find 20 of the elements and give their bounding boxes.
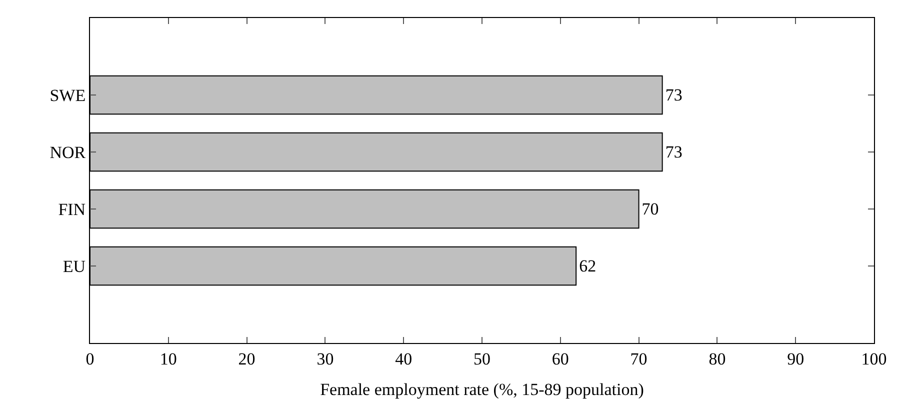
x-tick-label: 10 xyxy=(160,349,177,368)
y-tick-label: NOR xyxy=(50,142,86,162)
x-tick-label: 100 xyxy=(861,349,887,368)
data-label: 73 xyxy=(665,85,682,104)
x-tick-label: 40 xyxy=(395,349,412,368)
x-axis-title: Female employment rate (%, 15-89 population) xyxy=(320,380,644,399)
x-tick-label: 80 xyxy=(708,349,726,368)
x-tick-label: 50 xyxy=(474,349,490,368)
x-tick-label: 60 xyxy=(552,349,569,368)
x-tick-label: 90 xyxy=(787,349,804,368)
x-tick-label: 70 xyxy=(630,349,648,368)
data-label: 62 xyxy=(579,256,596,276)
x-tick-label: 30 xyxy=(316,349,334,368)
data-label: 73 xyxy=(665,142,682,162)
x-tick-label: 0 xyxy=(86,349,94,368)
data-label: 70 xyxy=(642,200,659,219)
y-tick-label: EU xyxy=(62,256,86,276)
y-tick-label: SWE xyxy=(50,86,86,105)
y-tick-label: FIN xyxy=(58,200,86,219)
x-tick-label: 20 xyxy=(238,349,256,368)
